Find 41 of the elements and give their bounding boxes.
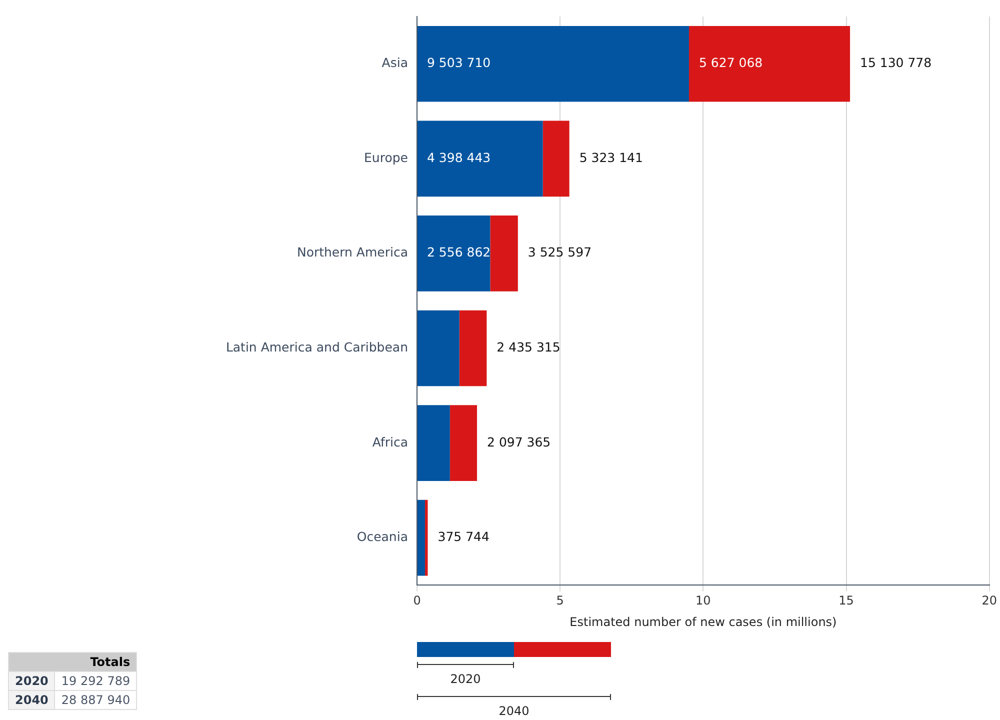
bar xyxy=(542,120,570,197)
x-tick-label: 5 xyxy=(556,594,564,608)
annotation: 4 398 443 xyxy=(427,150,491,165)
annotation: 2 435 315 xyxy=(496,339,560,354)
bar xyxy=(490,216,518,292)
annotation: 5 323 141 xyxy=(579,150,643,165)
bar xyxy=(459,310,487,386)
text: 2020 xyxy=(8,672,55,690)
bar xyxy=(450,405,478,481)
annotation: 15 130 778 xyxy=(860,55,932,70)
annotation: 5 627 068 xyxy=(698,55,763,70)
x-tick-label: 15 xyxy=(838,594,854,608)
annotation: 9 503 710 xyxy=(427,55,491,70)
bar xyxy=(418,405,450,481)
annotation: 2 556 862 xyxy=(427,244,491,260)
text: Totals xyxy=(8,652,137,672)
annotation: 2 097 365 xyxy=(487,434,551,450)
x-tick-label: 10 xyxy=(696,594,711,608)
text: 19 292 789 xyxy=(54,672,137,690)
y-tick-label: Oceania xyxy=(356,529,408,544)
text: 28 887 940 xyxy=(54,690,137,710)
text: 2040 xyxy=(498,704,530,718)
x-tick-label: 0 xyxy=(413,594,421,608)
y-tick-label: Europe xyxy=(364,150,408,165)
bar xyxy=(418,500,426,576)
bar xyxy=(688,26,850,102)
annotation: 375 744 xyxy=(438,529,490,544)
annotation: 3 525 597 xyxy=(528,244,592,260)
bar xyxy=(418,120,543,197)
x-tick-label: 20 xyxy=(982,594,998,608)
text: 2020 xyxy=(449,672,482,686)
y-tick-label: Latin America and Caribbean xyxy=(226,339,408,354)
x-axis-title: Estimated number of new cases (in millions) xyxy=(570,614,837,629)
bar xyxy=(418,26,689,102)
text: 2040 xyxy=(8,690,55,710)
y-tick-label: Africa xyxy=(372,434,408,450)
bar xyxy=(418,310,460,386)
bar xyxy=(425,500,428,576)
bar xyxy=(418,216,490,292)
y-tick-label: Asia xyxy=(382,55,408,70)
y-tick-label: Northern America xyxy=(296,244,408,260)
